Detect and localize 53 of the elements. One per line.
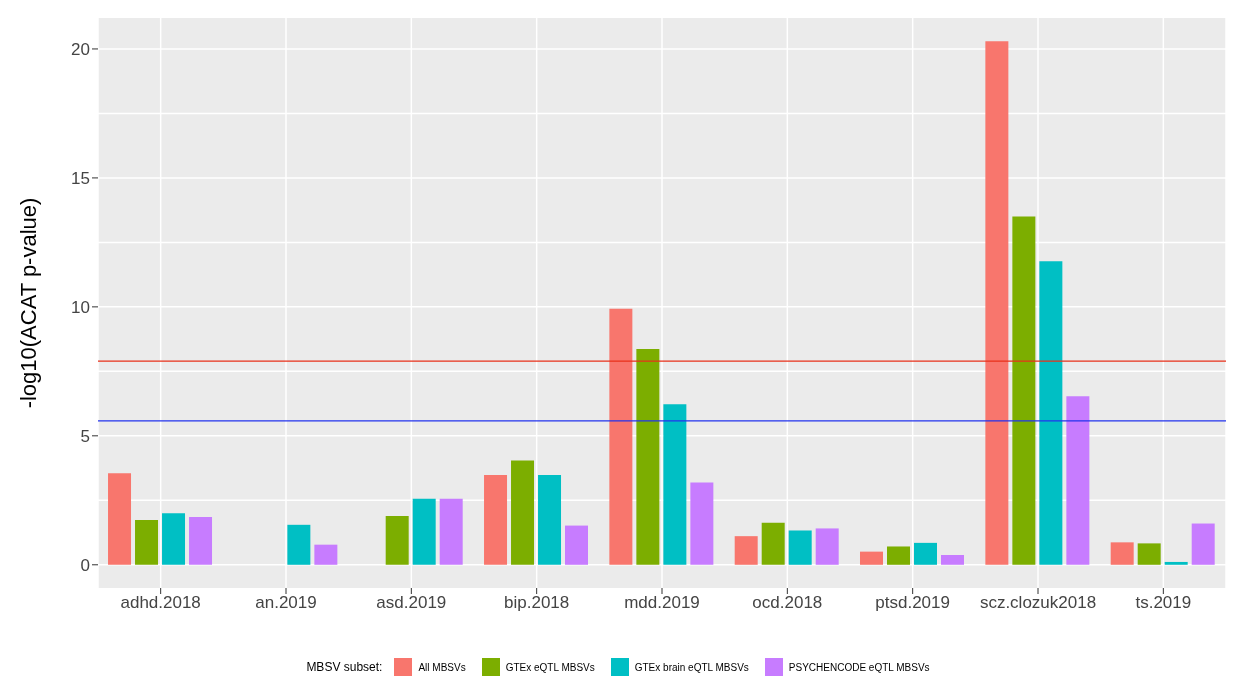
bar bbox=[1039, 261, 1063, 565]
bar bbox=[1191, 523, 1215, 565]
legend-label: All MBSVs bbox=[418, 661, 466, 673]
bar bbox=[189, 517, 213, 565]
y-tick-label: 10 bbox=[71, 297, 90, 317]
bar bbox=[1012, 216, 1036, 565]
bar bbox=[484, 475, 508, 565]
bar bbox=[887, 546, 911, 565]
bar bbox=[511, 460, 535, 565]
bar bbox=[914, 542, 938, 565]
legend-label: GTEx brain eQTL MBSVs bbox=[634, 661, 749, 673]
x-tick-label: bip.2018 bbox=[504, 593, 570, 613]
bar bbox=[734, 536, 758, 565]
bar bbox=[108, 473, 132, 565]
x-tick-label: ptsd.2019 bbox=[875, 593, 951, 613]
legend-label: PSYCHENCODE eQTL MBSVs bbox=[788, 661, 930, 673]
x-tick-label: scz.clozuk2018 bbox=[979, 593, 1097, 613]
bar bbox=[385, 516, 409, 565]
legend-title: MBSV subset: bbox=[306, 660, 383, 674]
bar bbox=[162, 513, 186, 565]
bar bbox=[609, 308, 633, 565]
bar bbox=[439, 498, 463, 565]
bar bbox=[1164, 561, 1188, 565]
x-tick-label: adhd.2018 bbox=[120, 593, 201, 613]
bar bbox=[287, 524, 311, 565]
bar bbox=[690, 482, 714, 565]
bar bbox=[636, 348, 660, 565]
bar bbox=[788, 530, 812, 565]
bar bbox=[1137, 543, 1161, 565]
bar bbox=[761, 522, 785, 565]
bar bbox=[314, 544, 338, 565]
bar bbox=[860, 551, 884, 565]
bar bbox=[815, 528, 839, 565]
y-tick-label: 0 bbox=[80, 555, 90, 575]
x-tick-label: ocd.2018 bbox=[752, 593, 823, 613]
y-axis-title: -log10(ACAT p-value) bbox=[15, 197, 41, 409]
y-tick-label: 20 bbox=[71, 39, 90, 59]
bar bbox=[565, 525, 589, 565]
x-tick-label: mdd.2019 bbox=[624, 593, 700, 613]
bar bbox=[941, 554, 965, 565]
bar bbox=[985, 41, 1009, 565]
x-tick-label: an.2019 bbox=[255, 593, 317, 613]
bar bbox=[412, 498, 436, 565]
y-tick-label: 5 bbox=[80, 426, 90, 446]
x-tick-label: ts.2019 bbox=[1135, 593, 1192, 613]
bar bbox=[663, 404, 687, 565]
bar bbox=[135, 519, 159, 565]
bar bbox=[538, 475, 562, 565]
legend-label: GTEx eQTL MBSVs bbox=[505, 661, 595, 673]
x-tick-label: asd.2019 bbox=[376, 593, 447, 613]
y-tick-label: 15 bbox=[71, 168, 90, 188]
bar bbox=[1110, 542, 1134, 565]
bar bbox=[1066, 396, 1090, 565]
